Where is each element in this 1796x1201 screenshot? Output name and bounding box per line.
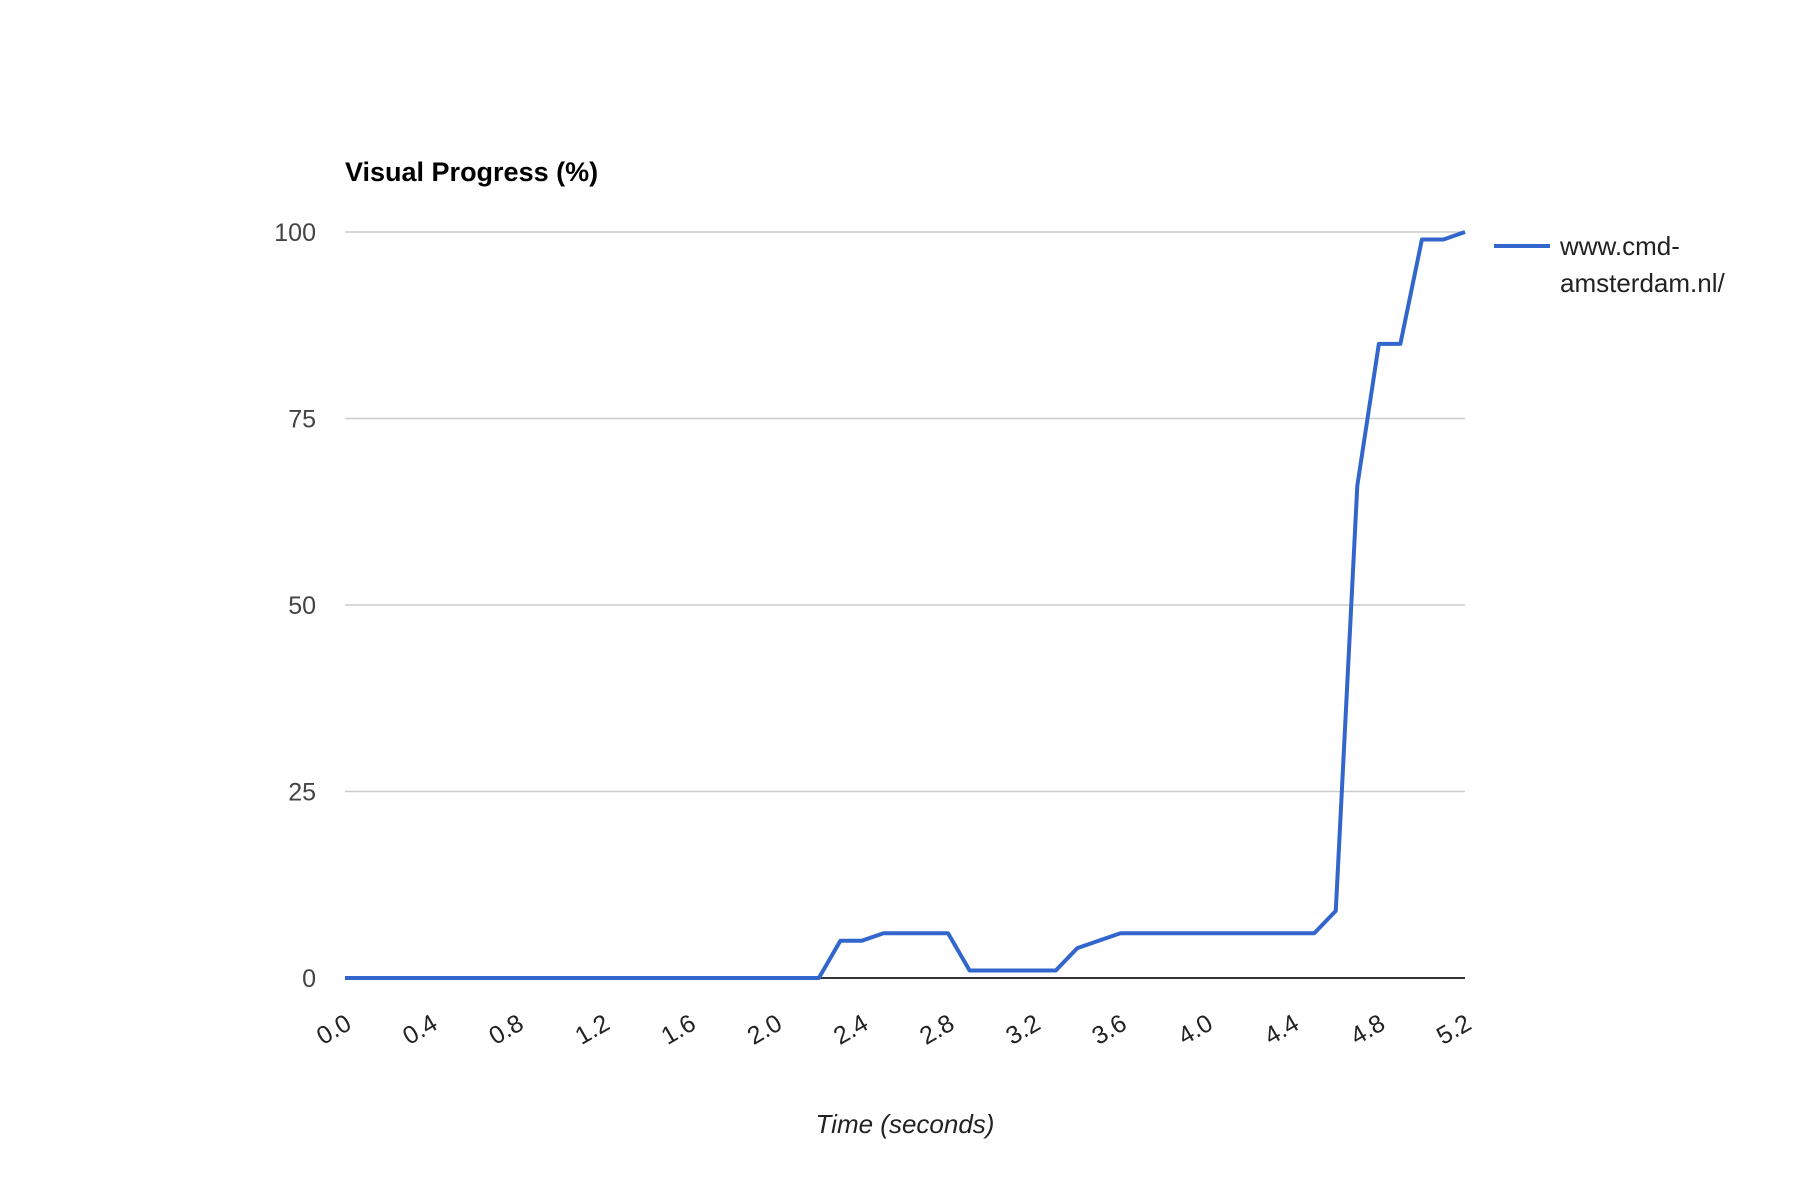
y-tick-label: 100	[274, 219, 316, 247]
gridlines	[345, 231, 1465, 793]
legend[interactable]: www.cmd-amsterdam.nl/	[1494, 231, 1725, 298]
legend-label: amsterdam.nl/	[1560, 268, 1725, 298]
x-tick-label: 4.8	[1346, 1009, 1390, 1051]
x-axis-tick-labels: 0.0 0.4 0.8 1.2 1.6 2.0 2.4 2.8 3.2 3.6 4.0 4.4 4.8 5…	[312, 1009, 1476, 1051]
x-tick-label: 2.0	[743, 1009, 787, 1051]
legend-label: www.cmd-	[1559, 231, 1680, 261]
series-line[interactable]	[345, 230, 1466, 980]
x-axis-title: Time (seconds)	[816, 1109, 995, 1139]
x-tick-label: 0.4	[398, 1009, 442, 1051]
x-tick-label: 3.6	[1087, 1009, 1131, 1051]
x-tick-label: 2.4	[829, 1009, 873, 1051]
x-tick-label: 0.8	[484, 1009, 528, 1051]
series-layer	[345, 230, 1466, 980]
y-tick-label: 25	[288, 779, 316, 807]
x-tick-label: 3.2	[1001, 1009, 1045, 1051]
x-tick-label: 0.0	[312, 1009, 356, 1051]
x-tick-label: 2.8	[915, 1009, 959, 1051]
y-tick-label: 75	[288, 406, 316, 434]
x-tick-label: 1.6	[657, 1009, 701, 1051]
y-tick-label: 50	[288, 592, 316, 620]
chart-title: Visual Progress (%)	[345, 157, 598, 187]
y-axis-tick-labels: 0 25 50 75 100	[274, 219, 316, 993]
y-tick-label: 0	[302, 965, 316, 993]
x-tick-label: 4.4	[1260, 1009, 1304, 1051]
x-tick-label: 1.2	[570, 1009, 614, 1051]
x-tick-label: 4.0	[1173, 1009, 1217, 1051]
x-tick-label: 5.2	[1432, 1009, 1476, 1051]
